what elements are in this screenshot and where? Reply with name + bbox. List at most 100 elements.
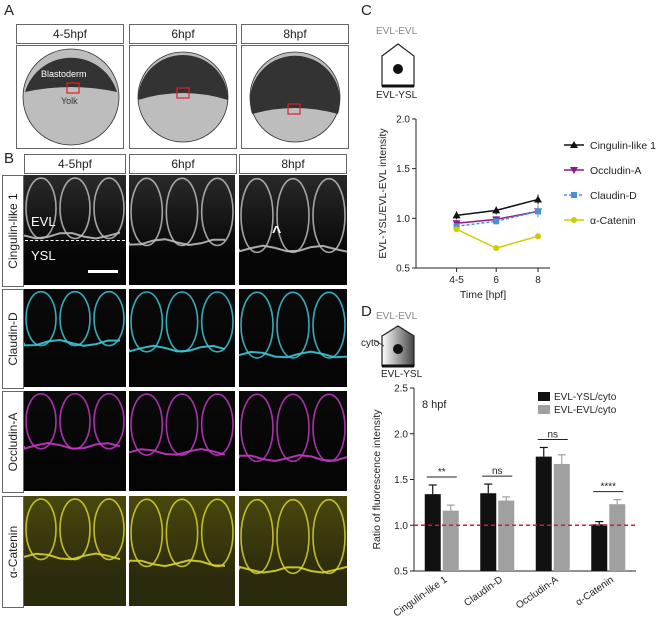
chart-c-legend-label: Cingulin-like 1	[590, 140, 656, 152]
chart-d-y-tick-label: 2.0	[394, 429, 408, 440]
micrograph-2-1	[24, 289, 126, 387]
panel-a-embryo-box-3	[241, 45, 349, 149]
micrograph-4-2	[129, 496, 235, 606]
panel-d-letter: D	[361, 303, 372, 320]
chart-c-y-tick-label: 1.5	[396, 164, 410, 175]
chart-d-bar	[591, 524, 608, 571]
chart-c-y-tick-label: 2.0	[396, 115, 410, 126]
chart-d-legend-swatch	[538, 392, 550, 401]
panel-b-stage-label-2: 6hpf	[129, 154, 237, 174]
chart-d-annotation: 8 hpf	[422, 399, 447, 411]
chart-d-significance-label: **	[438, 467, 446, 478]
panel-d-schematic-top-label: EVL-EVL	[376, 311, 418, 322]
chart-d-y-tick-label: 0.5	[394, 567, 408, 578]
chart-d-category-label: Claudin-D	[462, 574, 505, 609]
chart-d-bar	[480, 493, 497, 571]
ysl-label: YSL	[31, 248, 56, 263]
chart-d-category-label: Occludin-A	[514, 574, 561, 611]
chart-d-significance-label: ****	[600, 482, 616, 493]
panel-c-letter: C	[361, 2, 372, 19]
chart-d-bar	[424, 494, 441, 571]
chart-c-point	[493, 218, 500, 225]
micrograph-1-1	[24, 175, 126, 285]
chart-c-point	[492, 206, 501, 214]
chart-c-legend-label: α-Catenin	[590, 215, 636, 227]
row-label-cingulin: Cingulin-like 1	[2, 175, 24, 287]
chart-c-x-tick-label: 6	[493, 275, 499, 286]
chart-c-point	[535, 208, 541, 215]
chart-c-point	[453, 226, 460, 233]
panel-c-cell-schematic	[381, 43, 415, 88]
chart-d-legend-label: EVL-EVL/cyto	[554, 405, 617, 416]
chart-d-y-tick-label: 1.0	[394, 521, 408, 532]
panel-a-letter: A	[4, 2, 15, 19]
row-label-catenin: α-Catenin	[2, 496, 24, 608]
chart-c-point	[534, 195, 542, 203]
micrograph-2-3	[239, 289, 347, 387]
chart-d-category-label: Cingulin-like 1	[392, 574, 450, 619]
chart-c-x-label: Time [hpf]	[460, 289, 506, 301]
panel-c-schematic-top-label: EVL-EVL	[376, 26, 418, 37]
evl-ysl-boundary-line	[25, 240, 125, 241]
panel-d-schematic-bottom-label: EVL-YSL	[381, 369, 423, 380]
embryo-4-5hpf	[22, 48, 120, 146]
yolk-label: Yolk	[61, 96, 78, 106]
chart-c-point	[535, 233, 541, 240]
micrograph-2-2	[129, 289, 235, 387]
micrograph-3-2	[129, 391, 235, 491]
micrograph-1-3	[239, 175, 347, 285]
micrograph-4-1	[24, 496, 126, 606]
chart-d-bar	[535, 456, 552, 571]
evl-label: EVL	[31, 214, 56, 229]
chart-d-legend-label: EVL-YSL/cyto	[554, 392, 617, 403]
chart-d-bar	[442, 510, 459, 571]
micrograph-4-3	[239, 496, 347, 606]
panel-d-schematic-cyto-label: cyto	[361, 338, 380, 349]
chart-c-legend-label: Occludin-A	[590, 165, 641, 177]
arrowhead-marker: ^	[272, 224, 282, 241]
panel-b-letter: B	[4, 150, 15, 167]
chart-d-y-label: Ratio of fluorescence intensity	[371, 409, 383, 550]
micrograph-3-3	[239, 391, 347, 491]
chart-d-bar	[609, 504, 626, 571]
micrograph-3-1	[24, 391, 126, 491]
scale-bar	[88, 270, 118, 273]
row-label-occludin: Occludin-A	[2, 391, 24, 493]
blastoderm-label: Blastoderm	[41, 69, 87, 79]
panel-a-stage-label-2: 6hpf	[129, 24, 237, 44]
chart-d-legend-swatch	[538, 405, 550, 414]
chart-c-x-tick-label: 4-5	[449, 275, 464, 286]
chart-c-line: 0.5 1.0 1.5 2.0 4-5 6 8 Time [hpf] EVL-YSL/EVL-E…	[377, 115, 656, 302]
chart-d-y-tick-label: 1.5	[394, 475, 408, 486]
panel-b-stage-label-3: 8hpf	[239, 154, 347, 174]
embryo-6hpf	[137, 51, 229, 143]
panel-a-embryo-box-1: Blastoderm Yolk	[16, 45, 124, 149]
chart-c-y-tick-label: 1.0	[396, 214, 410, 225]
row-label-claudin: Claudin-D	[2, 289, 24, 389]
chart-d-significance-label: ns	[547, 429, 558, 440]
chart-c-legend-label: Claudin-D	[590, 190, 637, 202]
chart-c-point	[452, 211, 461, 219]
chart-c-point	[570, 167, 578, 174]
chart-d-bar: 0.5 1.0 1.5 2.0 2.5 Ratio of fluorescence int…	[371, 384, 636, 619]
chart-c-y-label: EVL-YSL/EVL-EVL intensity	[377, 128, 389, 259]
chart-c-y-tick-label: 0.5	[396, 264, 410, 275]
chart-c-x-tick-label: 8	[535, 275, 541, 286]
panel-d-cell-schematic	[374, 325, 415, 368]
micrograph-1-2	[129, 175, 235, 285]
panel-b-stage-label-1: 4-5hpf	[24, 154, 126, 174]
chart-c-point	[571, 192, 577, 198]
chart-d-bar	[498, 500, 515, 571]
chart-d-bar	[553, 463, 570, 571]
chart-d-y-tick-label: 2.5	[394, 384, 408, 395]
chart-c-series-line-4	[456, 228, 539, 249]
chart-c-point	[570, 141, 578, 148]
chart-d-significance-label: ns	[492, 466, 503, 477]
panel-c-schematic-bottom-label: EVL-YSL	[376, 90, 418, 101]
chart-c-point	[571, 217, 577, 223]
chart-d-category-label: α-Catenin	[574, 574, 616, 608]
chart-c-point	[493, 245, 500, 252]
panel-a-stage-label-3: 8hpf	[241, 24, 349, 44]
embryo-8hpf	[249, 51, 341, 143]
panel-a-stage-label-1: 4-5hpf	[16, 24, 124, 44]
